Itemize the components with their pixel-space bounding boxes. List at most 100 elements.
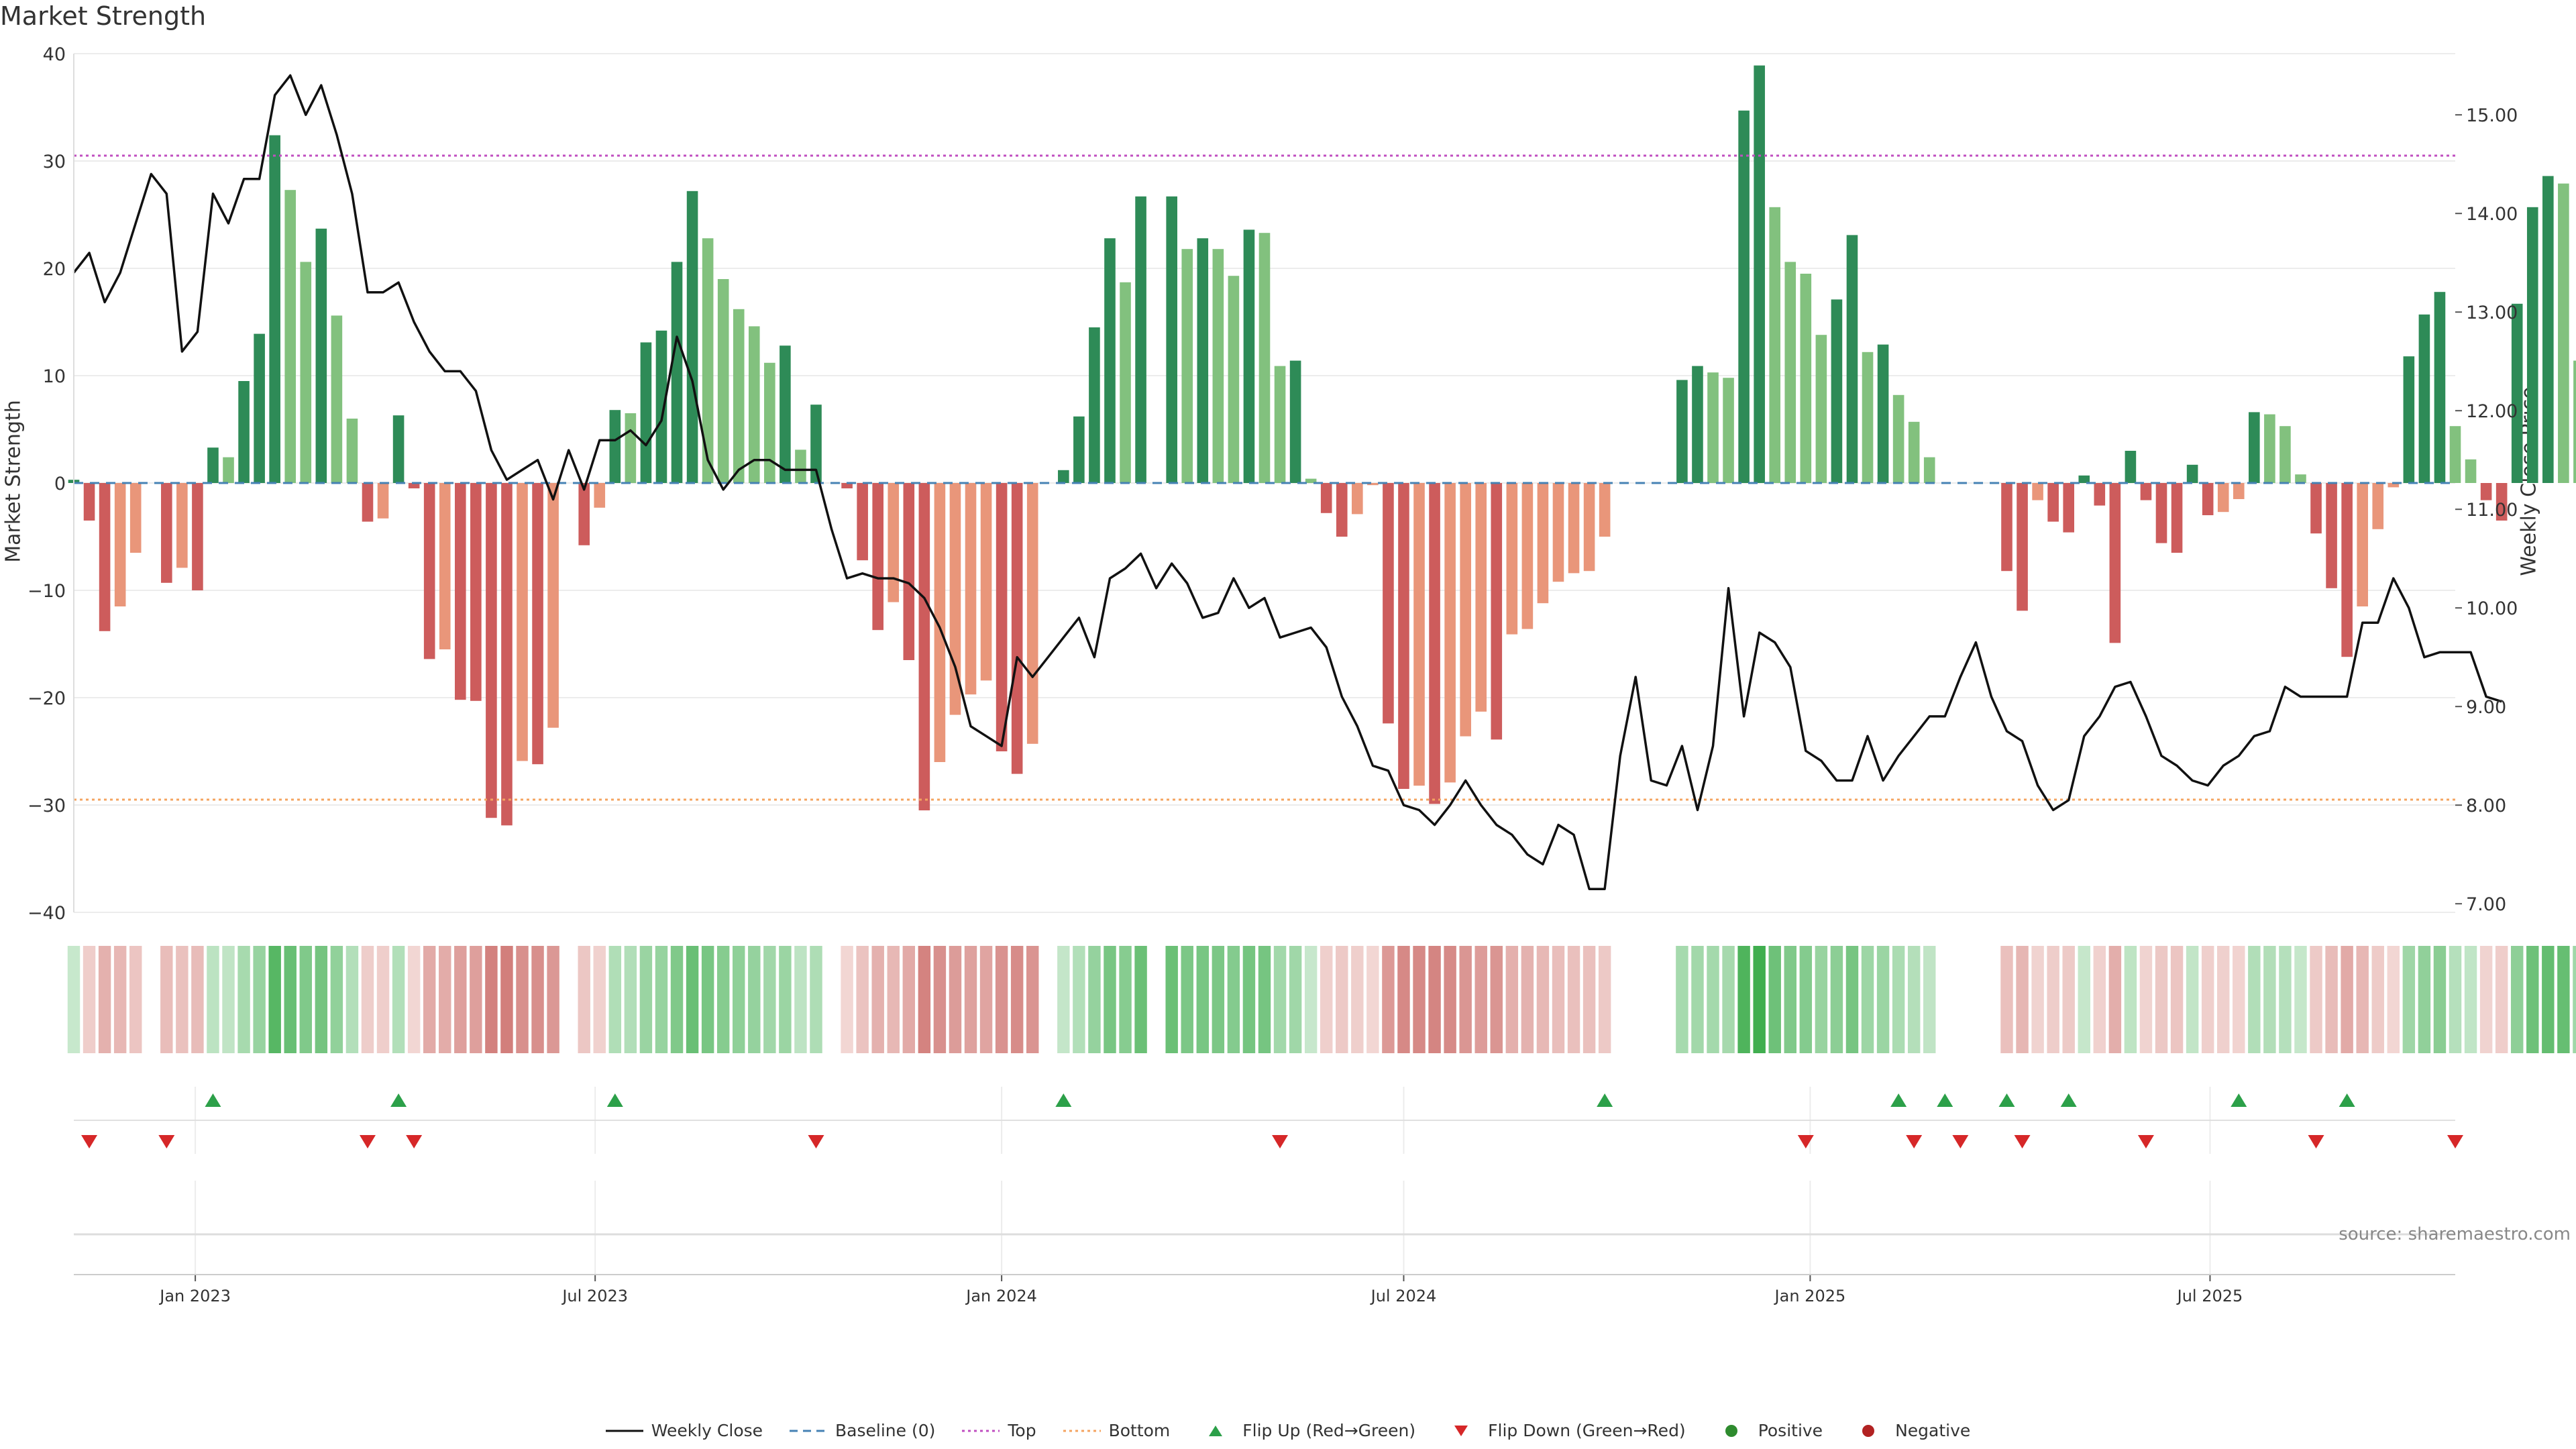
strength-bar [625,413,637,483]
heat-cell [345,946,359,1053]
strength-bar [1320,483,1332,513]
heat-cell [655,946,668,1053]
strength-bar [1676,380,1688,483]
strength-bar [517,483,528,761]
strength-bar [1877,344,1889,483]
heat-cell [1815,946,1828,1053]
strength-bar [2403,356,2415,483]
strength-bar [1475,483,1487,712]
legend-swatch [1713,1423,1750,1439]
heat-cell [2402,946,2416,1053]
y-left-tick-label: 40 [43,44,66,65]
legend-item: Top [962,1421,1036,1440]
strength-bar [2001,483,2012,572]
chart-title: Market Strength [0,1,207,31]
strength-bar [1166,196,1177,483]
strength-bar [671,262,683,483]
flip-markers [81,1093,2463,1148]
flip-up-marker [390,1093,407,1107]
heat-cell [330,946,343,1053]
strength-bar [2140,483,2152,500]
flip-down-marker [158,1135,175,1148]
y-left-tick-label: −30 [28,796,66,816]
heat-cell [500,946,513,1053]
strength-bar [2186,464,2198,483]
heat-cell [2248,946,2261,1053]
y-right-tick-label: 10.00 [2466,598,2518,619]
legend-item: Negative [1849,1421,1970,1440]
strength-bar [1444,483,1456,783]
strength-bar [2233,483,2245,499]
heat-cell [2325,946,2338,1053]
strength-bar [2078,475,2090,483]
strength-bar [2418,314,2430,483]
heat-cell [1336,946,1348,1053]
strength-bar [1011,483,1023,774]
strength-bar [1738,110,1750,484]
strength-bar [532,483,543,765]
strength-bar [114,483,126,606]
strength-bar [238,381,250,483]
heat-cell [1676,946,1688,1053]
heat-cell [2526,946,2539,1053]
heat-cell [2078,946,2090,1053]
y-right-tick-label: 14.00 [2466,204,2518,225]
heat-cell [423,946,436,1053]
strength-bar [1831,299,1843,483]
strength-bar [2511,303,2523,483]
heat-cell [1861,946,1874,1053]
strength-bar [1429,483,1440,804]
strength-bar [2372,483,2384,529]
heat-cell [83,946,96,1053]
heat-cell [2294,946,2307,1053]
strength-bar [1537,483,1549,604]
heat-cell [1459,946,1472,1053]
heat-cell [1181,946,1193,1053]
heat-cell [1088,946,1101,1053]
heat-cell [748,946,761,1053]
legend-label: Top [1008,1421,1036,1440]
strength-bar [2573,360,2576,483]
strength-bar [1058,470,1069,483]
strength-bar [129,483,142,553]
heat-cell [315,946,328,1053]
strength-bar [99,483,111,631]
heat-cell [376,946,390,1053]
heat-cell [1289,946,1302,1053]
strength-bar [1352,483,1363,515]
heat-cell [1366,946,1379,1053]
heat-cell [1227,946,1240,1053]
strength-bar [2480,483,2492,500]
strength-bar [2063,483,2074,533]
heat-cell [2047,946,2059,1053]
legend-label: Weekly Close [651,1421,763,1440]
heat-cell [485,946,498,1053]
heat-cell [1691,946,1704,1053]
strength-bar [1583,483,1595,572]
heat-cell [1474,946,1487,1053]
strength-bar [2032,483,2043,500]
strength-bar [2264,414,2275,483]
heat-cell [933,946,947,1053]
heat-cell [670,946,684,1053]
legend-swatch [790,1423,828,1439]
strength-bar [609,410,621,483]
flip-down-marker [1952,1135,1969,1148]
strength-bar [2434,292,2446,483]
strength-bar [1181,249,1193,483]
heat-cell [207,946,219,1053]
strength-bar [2542,176,2554,483]
heat-cell [2495,946,2508,1053]
x-tick-label: Jul 2023 [561,1287,628,1305]
heat-cell [2449,946,2462,1053]
strength-bar [1212,249,1224,483]
strength-bar [996,483,1008,751]
strength-bar [2387,483,2400,488]
strength-bar [1104,238,1116,483]
heat-cell [2542,946,2555,1053]
y-right-tick-label: 9.00 [2466,697,2506,718]
strength-bar [2109,483,2121,643]
heat-cell [1165,946,1178,1053]
